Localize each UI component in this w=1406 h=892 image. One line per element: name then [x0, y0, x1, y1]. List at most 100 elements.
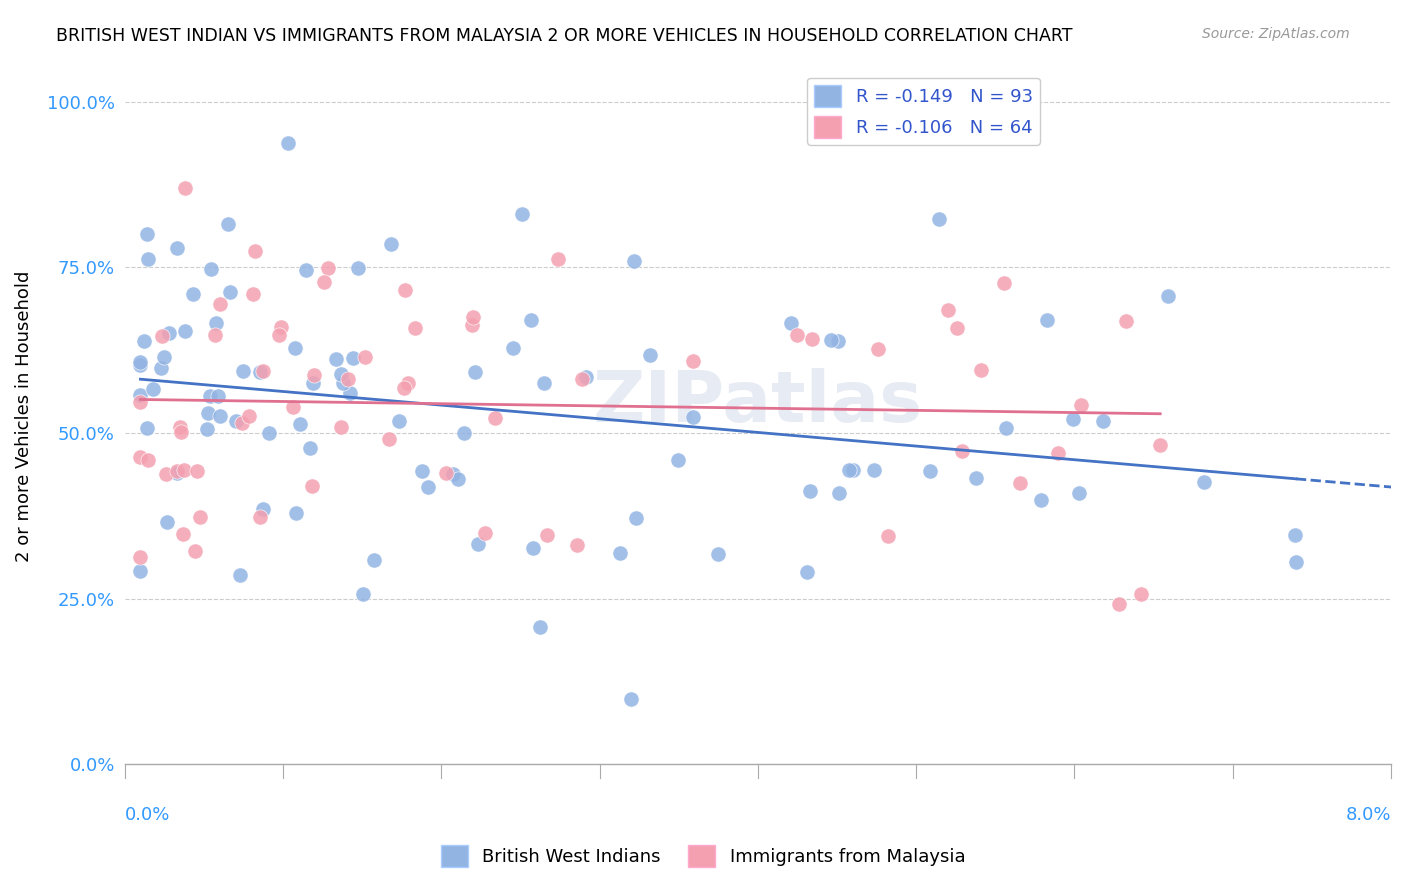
Point [827, 334, 849, 348]
Point [841, 463, 863, 477]
Point [136, 453, 159, 467]
Point [928, 212, 950, 227]
Point [418, 480, 440, 494]
Point [965, 471, 987, 485]
Point [136, 420, 159, 434]
Point [174, 181, 197, 195]
Point [682, 354, 704, 368]
Point [866, 342, 889, 356]
Point [252, 502, 274, 516]
Legend: R = -0.149   N = 93, R = -0.106   N = 64: R = -0.149 N = 93, R = -0.106 N = 64 [807, 78, 1040, 145]
Point [520, 313, 543, 327]
Legend: British West Indians, Immigrants from Malaysia: British West Indians, Immigrants from Ma… [433, 838, 973, 874]
Point [453, 426, 475, 441]
Point [228, 568, 250, 582]
Point [232, 364, 254, 378]
Point [946, 321, 969, 335]
Point [129, 358, 152, 372]
Point [295, 263, 318, 277]
Point [245, 244, 267, 259]
Point [208, 297, 231, 311]
Point [575, 369, 598, 384]
Point [1284, 528, 1306, 542]
Point [200, 262, 222, 277]
Point [129, 450, 152, 465]
Point [396, 376, 419, 390]
Point [786, 327, 808, 342]
Point [388, 414, 411, 428]
Point [474, 525, 496, 540]
Point [302, 368, 325, 382]
Point [342, 351, 364, 365]
Point [1070, 398, 1092, 412]
Point [270, 319, 292, 334]
Y-axis label: 2 or more Vehicles in Household: 2 or more Vehicles in Household [15, 270, 32, 562]
Point [136, 252, 159, 266]
Point [169, 420, 191, 434]
Point [1008, 476, 1031, 491]
Point [796, 566, 818, 580]
Point [284, 341, 307, 355]
Point [1130, 587, 1153, 601]
Point [129, 549, 152, 564]
Point [195, 422, 218, 436]
Point [547, 252, 569, 266]
Point [318, 260, 340, 275]
Point [231, 416, 253, 430]
Point [780, 317, 803, 331]
Point [252, 364, 274, 378]
Point [184, 544, 207, 558]
Point [464, 365, 486, 379]
Point [197, 406, 219, 420]
Point [332, 376, 354, 391]
Point [166, 466, 188, 480]
Point [302, 376, 325, 390]
Text: ZIPatlas: ZIPatlas [593, 368, 922, 437]
Point [567, 538, 589, 552]
Text: 0.0%: 0.0% [125, 806, 170, 824]
Point [1046, 446, 1069, 460]
Point [447, 472, 470, 486]
Point [1067, 486, 1090, 500]
Point [156, 515, 179, 529]
Text: 8.0%: 8.0% [1346, 806, 1391, 824]
Point [1149, 437, 1171, 451]
Point [800, 332, 823, 346]
Point [277, 136, 299, 151]
Point [238, 409, 260, 423]
Point [533, 376, 555, 391]
Point [205, 316, 228, 330]
Point [150, 360, 173, 375]
Point [707, 547, 730, 561]
Point [571, 372, 593, 386]
Point [620, 692, 643, 706]
Point [461, 318, 484, 332]
Point [281, 401, 304, 415]
Text: BRITISH WEST INDIAN VS IMMIGRANTS FROM MALAYSIA 2 OR MORE VEHICLES IN HOUSEHOLD : BRITISH WEST INDIAN VS IMMIGRANTS FROM M… [56, 27, 1073, 45]
Point [536, 528, 558, 542]
Point [329, 419, 352, 434]
Point [838, 463, 860, 477]
Point [337, 372, 360, 386]
Point [378, 432, 401, 446]
Point [936, 303, 959, 318]
Point [1108, 597, 1130, 611]
Point [207, 389, 229, 403]
Point [288, 417, 311, 431]
Point [329, 367, 352, 381]
Point [392, 381, 415, 395]
Point [404, 321, 426, 335]
Point [183, 287, 205, 301]
Point [225, 414, 247, 428]
Point [339, 385, 361, 400]
Point [502, 341, 524, 355]
Point [129, 394, 152, 409]
Point [1192, 475, 1215, 489]
Point [623, 253, 645, 268]
Point [354, 350, 377, 364]
Point [682, 409, 704, 424]
Point [150, 329, 173, 343]
Point [172, 526, 194, 541]
Point [411, 464, 433, 478]
Point [862, 462, 884, 476]
